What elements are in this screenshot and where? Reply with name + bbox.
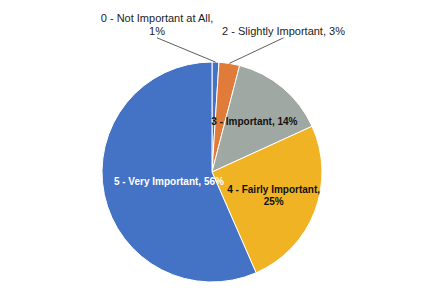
slice-label: 3 - Important, 14%: [211, 116, 297, 127]
wedges: [102, 62, 322, 282]
leader-line: [229, 38, 283, 64]
labels: 0 - Not Important at All,1% 2 - Slightly …: [101, 12, 345, 207]
slice-label: 5 - Very Important, 56%: [114, 176, 224, 187]
leader-line: [157, 38, 215, 62]
slice-label: 0 - Not Important at All,1%: [101, 12, 214, 37]
slice-label: 2 - Slightly Important, 3%: [222, 25, 345, 37]
slice: [102, 62, 256, 282]
slice-label: 4 - Fairly Important,25%: [227, 184, 320, 207]
chart: 0 - Not Important at All,1% 2 - Slightly …: [0, 0, 424, 292]
